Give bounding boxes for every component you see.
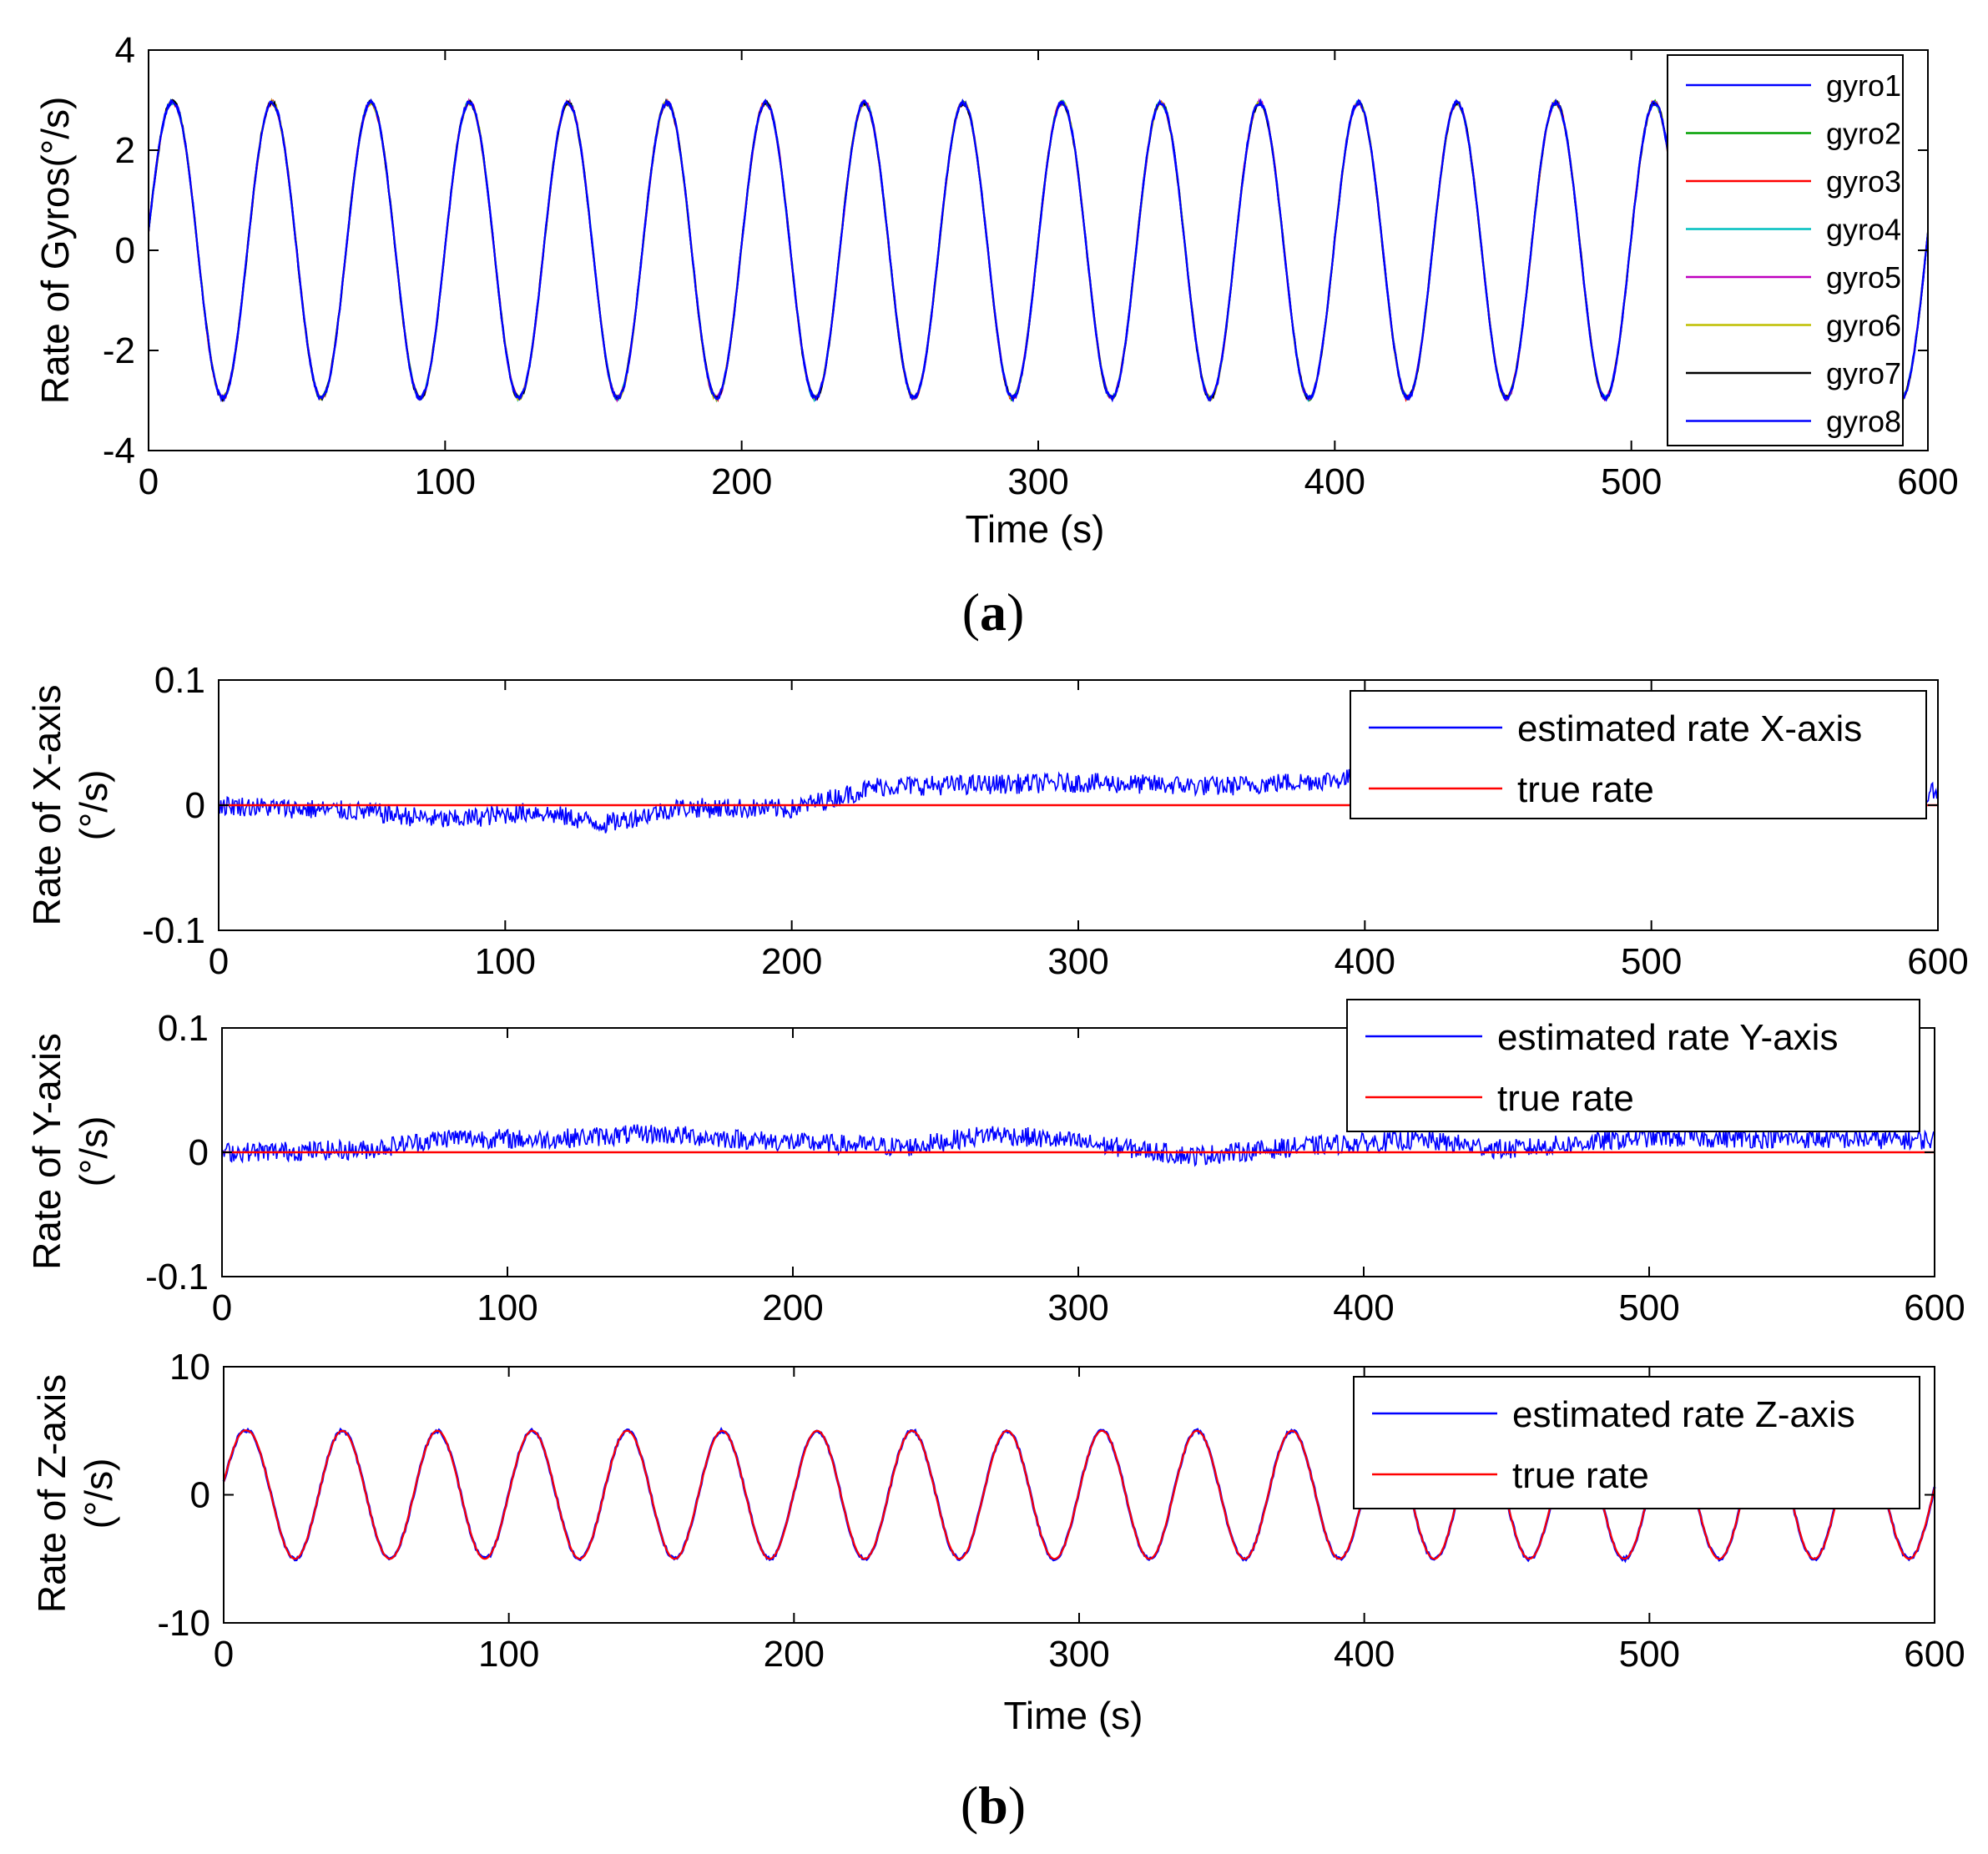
y-axis-ylabel-line1: Rate of Y-axis	[25, 1033, 68, 1270]
x_axis-xtick-label: 500	[1621, 941, 1682, 982]
x_axis-legend-label: estimated rate X-axis	[1517, 708, 1862, 749]
gyros-ytick-label: 0	[115, 230, 135, 271]
gyros-ytick-label: 2	[115, 130, 135, 171]
x_axis-legend-box	[1350, 690, 1927, 819]
gyros-xtick-label: 0	[139, 461, 159, 502]
x_axis-xtick-label: 100	[475, 941, 536, 982]
gyros-legend-label: gyro7	[1826, 356, 1901, 390]
x_axis-xtick-label: 0	[209, 941, 229, 982]
gyros-ytick-label: -2	[103, 330, 135, 371]
y_axis-xtick-label: 200	[762, 1287, 823, 1328]
y_axis-ytick-label: 0	[189, 1132, 209, 1173]
y_axis-xtick-label: 400	[1333, 1287, 1394, 1328]
panel-label-a: (a)	[962, 582, 1025, 642]
z-axis-ylabel-line2: (°/s)	[77, 1459, 120, 1529]
gyros-ylabel: Rate of Gyros(°/s)	[33, 97, 77, 405]
y_axis-ytick-label: 0.1	[158, 1008, 209, 1049]
y_axis-xtick-label: 500	[1618, 1287, 1679, 1328]
y_axis-legend-box	[1346, 999, 1920, 1132]
x_axis-ytick-label: -0.1	[142, 910, 205, 951]
gyros-xtick-label: 600	[1897, 461, 1958, 502]
x_axis-xtick-label: 600	[1907, 941, 1968, 982]
gyros-xlabel: Time (s)	[966, 507, 1105, 551]
y_axis-ytick-label: -0.1	[145, 1257, 209, 1297]
y-axis-chart: 0 100 200 300 400 500 600-0.100.1 estimated ra…	[25, 999, 1965, 1328]
gyros-chart: 0 100 200 300 400 500 600 -4 -2 0 2 4 gyro1 gyro2 gyr…	[33, 30, 1959, 551]
gyros-series-gyro1	[148, 98, 1929, 403]
gyros-legend-label: gyro3	[1826, 164, 1901, 199]
x_axis-xtick-label: 400	[1335, 941, 1395, 982]
x_axis-ytick-label: 0	[185, 785, 205, 826]
z-axis-ylabel-line1: Rate of Z-axis	[30, 1374, 73, 1613]
gyros-legend-box	[1667, 54, 1904, 446]
z_axis-legend-box	[1353, 1376, 1920, 1509]
gyros-legend-label: gyro2	[1826, 116, 1901, 150]
gyros-xtick-label: 400	[1304, 461, 1365, 502]
z_axis-xtick-label: 0	[214, 1634, 234, 1675]
z-axis-xlabel: Time (s)	[1004, 1694, 1143, 1737]
z_axis-legend-label: estimated rate Z-axis	[1512, 1394, 1855, 1435]
x_axis-xtick-label: 200	[761, 941, 822, 982]
gyros-ytick-label: -4	[103, 431, 135, 471]
y-axis-ylabel-line2: (°/s)	[72, 1116, 115, 1187]
z_axis-xtick-label: 200	[764, 1634, 825, 1675]
panel-label-b: (b)	[961, 1776, 1026, 1835]
gyros-legend-label: gyro5	[1826, 260, 1901, 295]
x_axis-legend-label: true rate	[1517, 769, 1654, 810]
y_axis-legend-label: estimated rate Y-axis	[1497, 1017, 1838, 1058]
gyros-ytick-label: 4	[115, 30, 135, 71]
z_axis-ytick-label: 0	[190, 1475, 210, 1516]
gyros-legend-label: gyro6	[1826, 308, 1901, 342]
y_axis-xtick-label: 300	[1047, 1287, 1108, 1328]
z_axis-xtick-label: 400	[1334, 1634, 1395, 1675]
x-axis-chart: 0 100 200 300 400 500 600-0.100.1 estimated ra…	[25, 660, 1969, 982]
gyros-xtick-label: 500	[1601, 461, 1662, 502]
x-axis-ylabel-line1: Rate of X-axis	[25, 685, 68, 926]
z_axis-legend-label: true rate	[1512, 1455, 1649, 1496]
y_axis-legend-label: true rate	[1497, 1078, 1634, 1119]
gyros-legend-label: gyro4	[1826, 212, 1901, 246]
gyros-legend-label: gyro1	[1826, 68, 1901, 103]
z_axis-xtick-label: 500	[1619, 1634, 1680, 1675]
z_axis-xtick-label: 100	[478, 1634, 539, 1675]
gyros-legend-label: gyro8	[1826, 404, 1901, 438]
z_axis-ytick-label: 10	[169, 1347, 210, 1388]
x_axis-ytick-label: 0.1	[154, 660, 205, 701]
y_axis-xtick-label: 100	[477, 1287, 537, 1328]
gyros-xtick-label: 200	[711, 461, 772, 502]
x_axis-xtick-label: 300	[1047, 941, 1108, 982]
z_axis-xtick-label: 300	[1048, 1634, 1109, 1675]
gyros-xtick-label: 300	[1007, 461, 1068, 502]
y_axis-xtick-label: 600	[1904, 1287, 1965, 1328]
z_axis-ytick-label: -10	[157, 1603, 210, 1644]
y_axis-xtick-label: 0	[212, 1287, 232, 1328]
gyros-xtick-label: 100	[415, 461, 476, 502]
x-axis-ylabel-line2: (°/s)	[72, 770, 115, 841]
z_axis-xtick-label: 600	[1904, 1634, 1965, 1675]
